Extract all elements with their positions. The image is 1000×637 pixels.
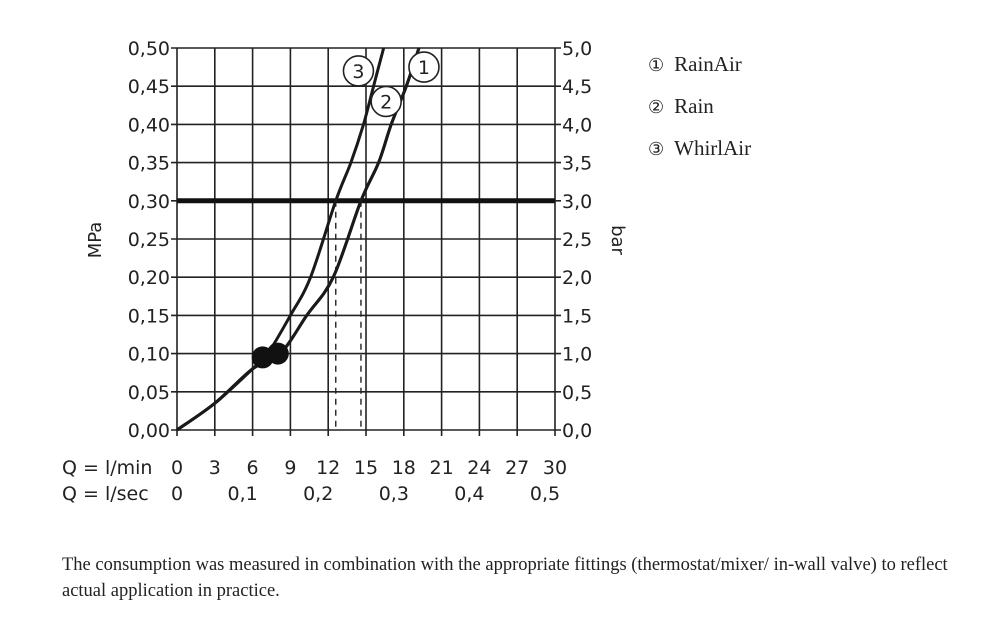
x-tick-label: 3: [209, 457, 221, 479]
legend-label: Rain: [674, 94, 714, 118]
x-secondary-tick-label: 0,4: [454, 483, 484, 505]
y-left-tick-label: 0,30: [128, 191, 170, 213]
x-axis-label-lmin: Q = l/min: [62, 457, 152, 479]
x-secondary-tick-label: 0: [171, 483, 183, 505]
x-secondary-tick-label: 0,3: [379, 483, 409, 505]
series-label-circle: [342, 55, 375, 87]
y-right-tick-label: 1,5: [562, 305, 592, 327]
y-left-tick-label: 0,35: [128, 153, 170, 175]
y-left-tick-label: 0,20: [128, 267, 170, 289]
y-left-tick-label: 0,00: [128, 420, 170, 442]
x-tick-label: 30: [543, 457, 567, 479]
legend-item-whirlair: ③ WhirlAir: [648, 128, 751, 170]
series-marker: [266, 342, 289, 365]
footnote: The consumption was measured in combinat…: [62, 555, 948, 601]
series-label-number: 3: [352, 61, 364, 83]
x-tick-label: 24: [467, 457, 491, 479]
y-right-tick-label: 4,0: [562, 114, 592, 136]
y-right-tick-label: 3,5: [562, 153, 592, 175]
y-right-tick-label: 2,5: [562, 229, 592, 251]
series-label-circle: [408, 51, 440, 83]
x-tick-label: 15: [354, 457, 378, 479]
y-left-axis-label: MPa: [85, 222, 106, 259]
y-right-tick-label: 3,0: [562, 191, 592, 213]
series-label-number: 2: [380, 91, 392, 113]
y-right-tick-label: 2,0: [562, 267, 592, 289]
y-left-tick-label: 0,45: [128, 76, 170, 98]
x-tick-label: 18: [392, 457, 416, 479]
legend-label: WhirlAir: [674, 136, 752, 160]
y-left-tick-label: 0,10: [128, 344, 170, 366]
y-right-tick-label: 0,5: [562, 382, 592, 404]
x-secondary-tick-label: 0,1: [227, 483, 257, 505]
series-label-number: 1: [418, 57, 430, 79]
series-label-circle: [370, 85, 402, 118]
legend-item-rainair: ① RainAir: [648, 44, 751, 86]
x-axis-label-lsec: Q = l/sec: [62, 483, 149, 505]
y-right-tick-label: 5,0: [562, 38, 592, 60]
legend-item-rain: ② Rain: [648, 86, 751, 128]
x-tick-label: 27: [505, 457, 529, 479]
x-secondary-tick-label: 0,2: [303, 483, 333, 505]
y-left-tick-label: 0,05: [128, 382, 170, 404]
legend: ① RainAir ② Rain ③ WhirlAir: [648, 44, 751, 170]
x-tick-label: 6: [247, 457, 259, 479]
x-tick-label: 12: [316, 457, 340, 479]
legend-label: RainAir: [674, 52, 742, 76]
legend-mark: ③: [648, 139, 665, 160]
x-tick-label: 9: [284, 457, 296, 479]
y-right-tick-label: 0,0: [562, 420, 592, 442]
y-left-tick-label: 0,50: [128, 38, 170, 60]
series-line-whirlair: [176, 47, 386, 432]
legend-mark: ②: [648, 97, 665, 118]
y-left-tick-label: 0,25: [128, 229, 170, 251]
y-right-tick-label: 4,5: [562, 76, 592, 98]
legend-mark: ①: [648, 55, 665, 76]
x-secondary-tick-label: 0,5: [530, 483, 560, 505]
x-tick-label: 0: [171, 457, 183, 479]
y-right-tick-label: 1,0: [562, 344, 592, 366]
y-left-tick-label: 0,15: [128, 305, 170, 327]
y-right-axis-label: bar: [607, 225, 628, 255]
x-tick-label: 21: [430, 457, 454, 479]
y-left-tick-label: 0,40: [128, 114, 170, 136]
